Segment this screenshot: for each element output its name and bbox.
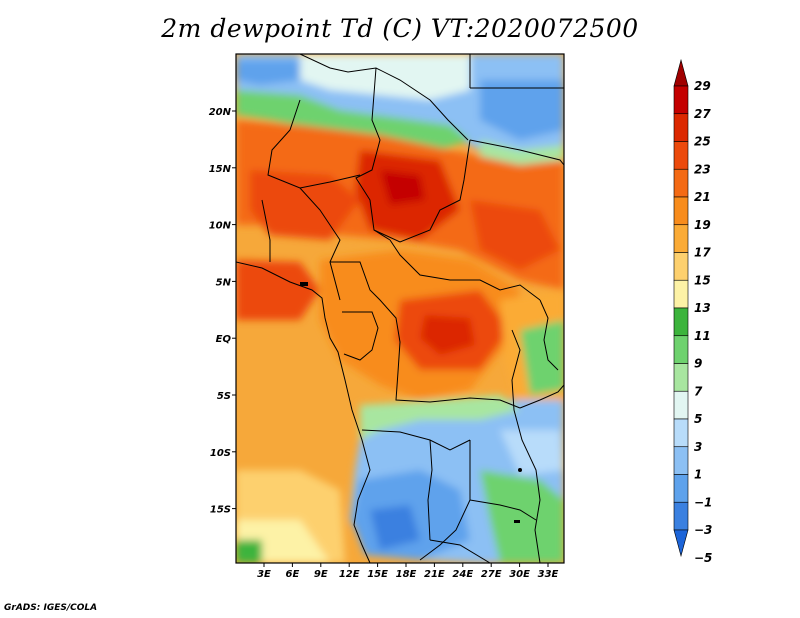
map-frame — [235, 53, 565, 564]
colorbar-swatch — [673, 58, 689, 87]
colorbar-label: 23 — [694, 162, 711, 176]
colorbar-label: 1 — [694, 468, 702, 482]
colorbar-label: 27 — [694, 107, 711, 121]
colorbar-label: 21 — [694, 190, 711, 204]
colorbar-swatch — [673, 113, 689, 142]
dewpoint-field — [236, 54, 564, 563]
colorbar-swatch — [673, 474, 689, 503]
colorbar-swatch — [673, 501, 689, 531]
lat-label: 20N — [209, 107, 232, 118]
colorbar-label: 19 — [694, 218, 711, 232]
colorbar-swatch — [673, 529, 689, 558]
lat-label: 15N — [209, 164, 232, 175]
latitude-axis: 20N 15N 10N 5N EQ 5S 10S 15S — [209, 107, 236, 516]
colorbar-label: −5 — [694, 551, 712, 565]
lon-label: 30E — [509, 569, 530, 580]
colorbar-swatch — [673, 252, 689, 281]
colorbar-label: 29 — [694, 79, 711, 93]
lon-label: 27E — [481, 569, 502, 580]
lat-label: 5N — [216, 277, 232, 288]
colorbar-label: 9 — [694, 357, 702, 371]
colorbar-swatch — [673, 279, 689, 309]
lon-label: 33E — [538, 569, 559, 580]
lon-label: 18E — [396, 569, 417, 580]
colorbar-swatch — [673, 224, 689, 253]
colorbar-label: 17 — [694, 246, 711, 260]
colorbar-label: 25 — [694, 135, 711, 149]
colorbar-swatch — [673, 363, 689, 392]
colorbar-swatch — [673, 307, 689, 337]
lon-label: 6E — [286, 569, 300, 580]
colorbar-label: 3 — [694, 440, 702, 454]
lon-label: 15E — [367, 569, 388, 580]
colorbar-swatch — [673, 168, 689, 198]
grads-credit: GrADS: IGES/COLA — [4, 603, 98, 613]
lat-label: 10N — [209, 221, 232, 232]
colorbar-swatch — [673, 85, 689, 115]
colorbar-label: −1 — [694, 495, 712, 509]
lon-label: 21E — [424, 569, 445, 580]
colorbar-label: 13 — [694, 301, 711, 315]
colorbar-swatch — [673, 335, 689, 364]
map-title: 2m dewpoint Td (C) VT:2020072500 — [161, 14, 639, 43]
lon-label: 12E — [339, 569, 360, 580]
lon-label: 9E — [314, 569, 328, 580]
lat-label: 15S — [210, 505, 231, 516]
lat-label: EQ — [216, 334, 232, 345]
colorbar-swatch — [673, 141, 689, 170]
lat-label: 5S — [217, 391, 231, 402]
colorbar-label: 15 — [694, 273, 711, 287]
colorbar-swatch — [673, 446, 689, 475]
lat-label: 10S — [210, 448, 231, 459]
colorbar-label: 11 — [694, 329, 711, 343]
longitude-axis: 3E 6E 9E 12E 15E 18E 21E 24E 27E 30E 33E — [257, 563, 559, 580]
lon-label: 24E — [452, 569, 473, 580]
colorbar-swatch — [673, 418, 689, 448]
colorbar-swatch — [673, 390, 689, 420]
colorbar-label: 7 — [694, 384, 703, 398]
colorbar: 29 27 25 23 21 19 17 15 13 11 9 7 5 3 1 −1 −3 −5 — [673, 58, 712, 565]
colorbar-label: 5 — [694, 412, 702, 426]
lon-label: 3E — [257, 569, 271, 580]
colorbar-swatch — [673, 196, 689, 226]
colorbar-label: −3 — [694, 523, 712, 537]
